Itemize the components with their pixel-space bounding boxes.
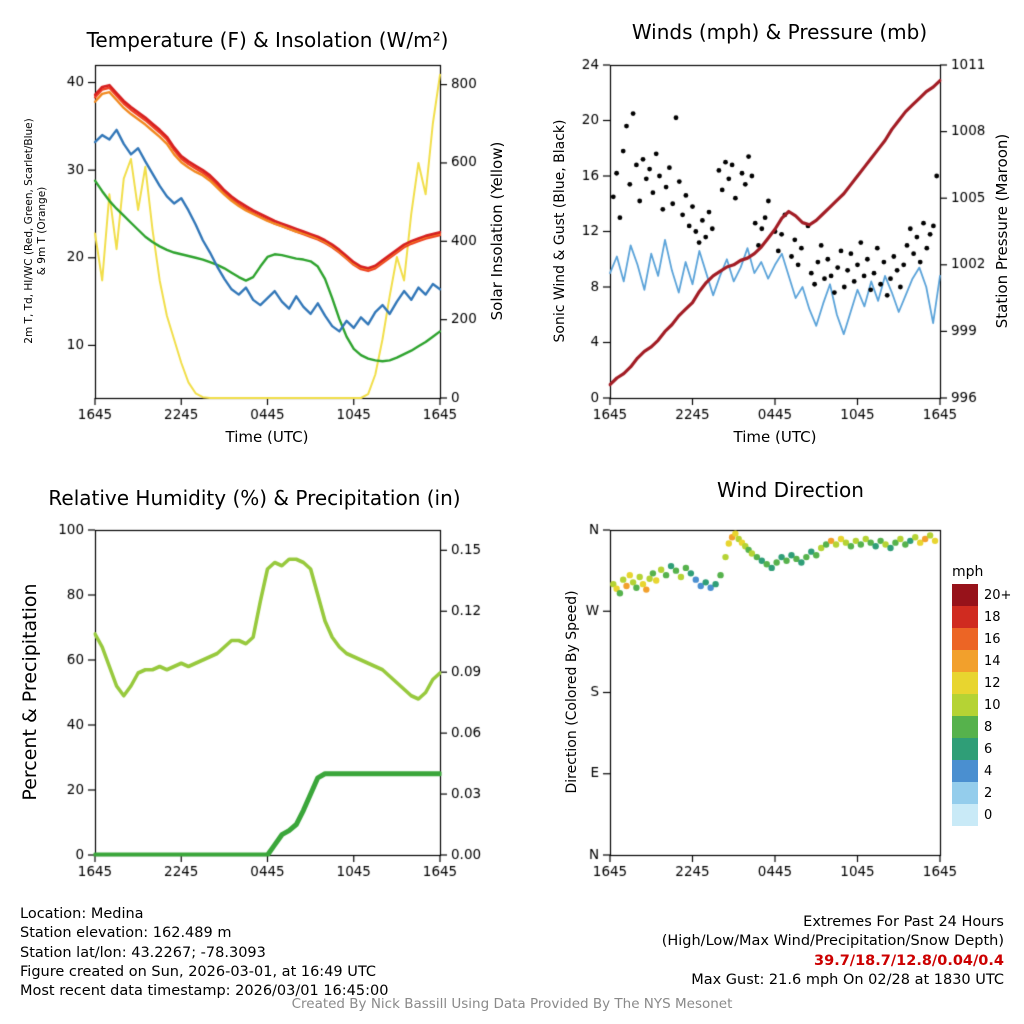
max-gust: Max Gust: 21.6 mph On 02/28 at 1830 UTC [691, 971, 1004, 988]
winds-chart-title: Winds (mph) & Pressure (mb) [631, 20, 928, 44]
temperature-left-axis-label: 2m T, Td, HI/WC (Red, Green, Scarlet/Blu… [23, 118, 49, 343]
colorbar-label: 4 [984, 763, 993, 779]
colorbar-swatch [952, 606, 978, 628]
colorbar-label: 2 [984, 785, 993, 801]
colorbar-label: 0 [984, 807, 993, 823]
colorbar-swatch [952, 804, 978, 826]
colorbar-swatch [952, 716, 978, 738]
station-location: Location: Medina [20, 906, 144, 922]
colorbar-label: 18 [984, 609, 1001, 625]
colorbar-segment: 18 [952, 606, 1011, 628]
temperature-left-axis-label-line2: & 9m T (Orange) [36, 186, 48, 276]
figure-created: Figure created on Sun, 2026-03-01, at 16… [20, 963, 377, 980]
station-latlon: Station lat/lon: 43.2267; -78.3093 [20, 944, 266, 961]
colorbar-swatch [952, 760, 978, 782]
colorbar-label: 20+ [984, 587, 1012, 603]
extremes-title: Extremes For Past 24 Hours [803, 914, 1004, 930]
colorbar-segment: 6 [952, 738, 1011, 760]
solar-insolation-axis-label: Solar Insolation (Yellow) [488, 141, 506, 321]
time-axis-label: Time (UTC) [733, 428, 817, 446]
colorbar-swatch [952, 782, 978, 804]
wind-speed-colorbar: mph 20+ 18 16 14 12 10 8 6 4 2 0 [952, 564, 1011, 826]
time-axis-label: Time (UTC) [225, 428, 309, 446]
colorbar-segment: 0 [952, 804, 1011, 826]
extremes-values: 39.7/18.7/12.8/0.04/0.4 [814, 952, 1004, 969]
station-info: Location: Medina Station elevation: 162.… [20, 905, 388, 1001]
extremes-subtitle: (High/Low/Max Wind/Precipitation/Snow De… [661, 933, 1004, 950]
humidity-precipitation-chart [0, 460, 512, 905]
wind-direction-chart [512, 460, 1024, 905]
colorbar-segment: 8 [952, 716, 1011, 738]
wind-direction-chart-title: Wind Direction [717, 478, 864, 502]
temperature-insolation-chart [0, 0, 512, 458]
colorbar-label: 16 [984, 631, 1001, 647]
percent-precipitation-axis-label: Percent & Precipitation [19, 583, 41, 801]
data-timestamp: Most recent data timestamp: 2026/03/01 1… [20, 983, 389, 1000]
colorbar-swatch [952, 672, 978, 694]
colorbar-title: mph [952, 564, 984, 580]
credit-line: Created By Nick Bassill Using Data Provi… [291, 996, 733, 1012]
colorbar-segment: 14 [952, 650, 1011, 672]
colorbar-swatch [952, 738, 978, 760]
colorbar-segment: 20+ [952, 584, 1011, 606]
colorbar-segment: 16 [952, 628, 1011, 650]
colorbar-label: 12 [984, 675, 1001, 691]
colorbar-segment: 4 [952, 760, 1011, 782]
colorbar-swatch [952, 650, 978, 672]
temperature-chart-title: Temperature (F) & Insolation (W/m²) [86, 28, 449, 52]
colorbar-swatch [952, 694, 978, 716]
humidity-chart-title: Relative Humidity (%) & Precipitation (i… [48, 486, 461, 510]
wind-gust-axis-label: Sonic Wind & Gust (Blue, Black) [552, 119, 568, 343]
colorbar-label: 10 [984, 697, 1001, 713]
direction-axis-label: Direction (Colored By Speed) [564, 590, 580, 794]
colorbar-label: 14 [984, 653, 1001, 669]
colorbar-swatch [952, 628, 978, 650]
temperature-left-axis-label-line1: 2m T, Td, HI/WC (Red, Green, Scarlet/Blu… [22, 118, 35, 344]
colorbar-segment: 12 [952, 672, 1011, 694]
winds-pressure-chart [512, 0, 1024, 458]
colorbar-label: 6 [984, 741, 993, 757]
colorbar-swatch [952, 584, 978, 606]
station-pressure-axis-label: Station Pressure (Maroon) [993, 133, 1011, 329]
extremes-info: Extremes For Past 24 Hours (High/Low/Max… [662, 913, 1004, 990]
colorbar-label: 8 [984, 719, 993, 735]
colorbar-rows: 20+ 18 16 14 12 10 8 6 4 2 0 [952, 584, 1011, 826]
station-elevation: Station elevation: 162.489 m [20, 925, 232, 942]
colorbar-segment: 2 [952, 782, 1011, 804]
colorbar-segment: 10 [952, 694, 1011, 716]
